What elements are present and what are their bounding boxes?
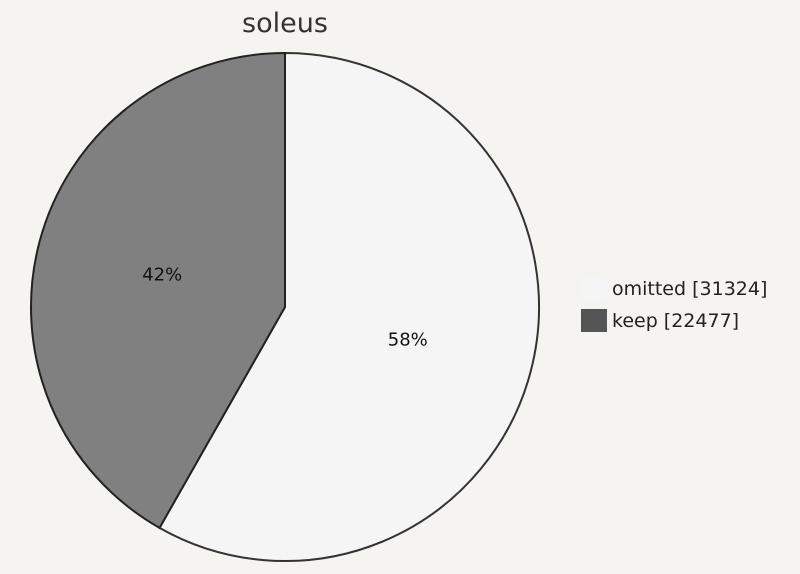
chart-title: soleus — [242, 8, 328, 39]
pie-slice-keep — [30, 51, 286, 530]
legend-swatch-omitted — [581, 277, 607, 300]
pie-slice-omitted — [158, 51, 540, 562]
legend-label-keep: keep [22477] — [612, 310, 739, 332]
legend-label-omitted: omitted [31324] — [612, 278, 767, 300]
slice-label-omitted: 58% — [388, 329, 428, 350]
legend-swatch-keep — [581, 309, 607, 332]
legend: omitted [31324] keep [22477] — [581, 277, 767, 332]
slice-label-keep: 42% — [142, 265, 182, 286]
